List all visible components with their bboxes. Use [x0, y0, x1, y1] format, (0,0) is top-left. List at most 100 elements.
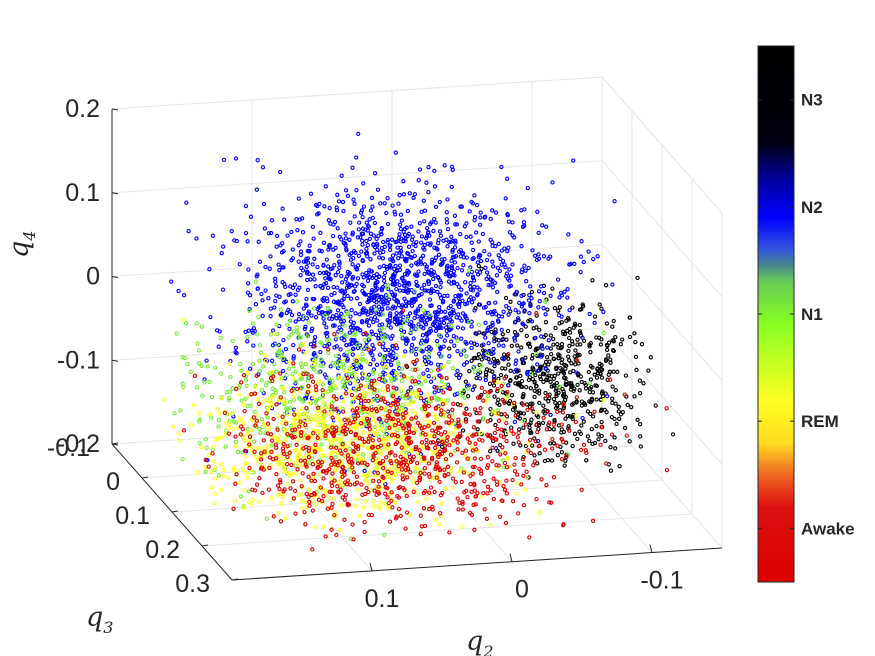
data-point	[309, 313, 314, 318]
data-point	[527, 311, 532, 316]
data-point	[393, 516, 399, 521]
data-point	[375, 456, 380, 461]
series-rem	[162, 317, 606, 533]
data-point	[389, 461, 394, 466]
data-point	[254, 373, 259, 378]
data-point	[414, 261, 419, 266]
data-point	[462, 280, 468, 285]
data-point	[494, 466, 499, 472]
data-point	[609, 432, 615, 437]
data-point	[353, 332, 358, 337]
data-point	[501, 465, 506, 470]
data-point	[388, 243, 393, 248]
data-point	[287, 309, 293, 314]
data-point	[406, 251, 411, 256]
data-point	[482, 507, 487, 512]
data-point	[606, 340, 612, 345]
data-point	[370, 412, 375, 418]
data-point	[344, 386, 349, 392]
data-point	[261, 201, 267, 207]
data-point	[376, 274, 382, 279]
data-point	[350, 408, 355, 413]
data-point	[355, 276, 361, 281]
data-point	[245, 475, 251, 481]
data-point	[312, 367, 317, 372]
data-point	[287, 399, 293, 405]
data-point	[233, 439, 239, 445]
data-point	[488, 360, 493, 365]
data-point	[519, 378, 525, 384]
data-point	[455, 338, 460, 343]
data-point	[469, 319, 474, 324]
data-point	[401, 415, 406, 421]
data-point	[332, 512, 337, 518]
data-point	[219, 462, 224, 467]
data-point	[274, 342, 279, 348]
data-point	[336, 410, 341, 415]
data-point	[295, 287, 301, 293]
data-point	[568, 261, 573, 267]
data-point	[355, 487, 360, 492]
data-point	[314, 387, 319, 393]
data-point	[335, 285, 340, 290]
data-point	[251, 343, 256, 348]
data-point	[344, 350, 350, 355]
data-point	[449, 184, 454, 190]
data-point	[613, 335, 618, 340]
data-point	[424, 442, 429, 447]
data-point	[433, 405, 439, 410]
data-point	[363, 473, 368, 478]
data-point	[254, 482, 260, 487]
data-point	[653, 403, 658, 408]
data-point	[604, 410, 609, 415]
data-point	[211, 459, 217, 464]
data-point	[349, 251, 354, 256]
data-point	[316, 485, 321, 490]
data-point	[635, 417, 640, 422]
data-point	[521, 220, 527, 225]
data-point	[404, 286, 409, 291]
data-point	[260, 424, 265, 430]
data-point	[269, 443, 274, 448]
data-point	[291, 354, 296, 359]
data-point	[389, 450, 394, 455]
q4-axis-label: q4	[4, 231, 39, 258]
data-point	[269, 404, 274, 409]
data-point	[372, 298, 377, 303]
data-point	[485, 310, 491, 315]
data-point	[357, 301, 363, 307]
data-point	[472, 355, 478, 361]
data-point	[207, 379, 212, 384]
data-point	[281, 491, 286, 496]
data-point	[499, 427, 504, 432]
data-point	[379, 312, 384, 317]
data-point	[314, 390, 319, 395]
data-point	[325, 285, 331, 290]
data-point	[502, 487, 508, 492]
data-point	[557, 321, 562, 326]
data-point	[512, 462, 517, 467]
data-point	[514, 358, 519, 363]
data-point	[445, 226, 451, 232]
data-point	[345, 478, 351, 483]
data-point	[340, 406, 345, 412]
data-point	[194, 384, 200, 390]
data-point	[544, 427, 550, 432]
data-point	[297, 372, 303, 378]
data-point	[421, 506, 427, 511]
data-point	[567, 307, 572, 313]
data-point	[285, 233, 290, 238]
data-point	[296, 492, 302, 498]
data-point	[195, 470, 200, 475]
data-point	[482, 214, 488, 219]
data-point	[287, 457, 292, 463]
data-point	[374, 362, 380, 367]
data-point	[376, 304, 381, 309]
data-point	[521, 392, 526, 397]
data-point	[537, 299, 542, 304]
data-point	[525, 369, 530, 375]
data-point	[293, 460, 299, 465]
data-point	[316, 497, 322, 502]
data-point	[394, 239, 400, 244]
data-point	[339, 298, 345, 303]
